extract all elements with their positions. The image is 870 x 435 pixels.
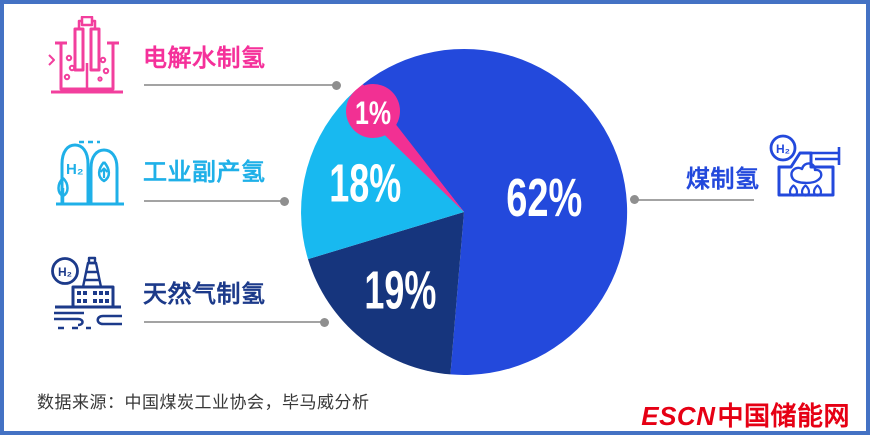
callout-bubble	[346, 84, 400, 138]
pie-slice-label-2: 18%	[329, 154, 401, 214]
pie-slice-label-0: 62%	[506, 168, 582, 228]
escn-logo-en: ESCN	[641, 401, 716, 431]
h2-glyph: H₂	[66, 161, 84, 178]
gas-platform-icon: H₂	[51, 256, 122, 330]
electrolysis-icon	[48, 16, 123, 94]
escn-logo: ESCN中国储能网	[641, 396, 850, 431]
legend-label-electrolysis: 电解水制氢	[143, 45, 266, 72]
connector-dot-electrolysis	[332, 81, 341, 90]
legend-label-byproduct: 工业副产氢	[143, 159, 266, 186]
h2-glyph: H₂	[58, 265, 72, 279]
connector-line-coal	[634, 199, 754, 201]
escn-logo-cn: 中国储能网	[717, 401, 850, 431]
connector-line-byproduct	[144, 200, 285, 202]
connector-dot-natgas	[320, 318, 329, 327]
pie-chart: 1% 62% 19% 18%	[301, 48, 628, 375]
pie-slice-2	[301, 90, 464, 260]
coal-furnace-icon: H₂	[769, 134, 841, 197]
pie-slice-label-1: 19%	[364, 261, 436, 321]
callout-label: 1%	[355, 95, 391, 131]
pie-slice-0	[362, 48, 628, 375]
hydrogen-cylinders-icon: H₂	[56, 140, 124, 206]
connector-line-electrolysis	[144, 84, 337, 86]
data-source-note: 数据来源：中国煤炭工业协会，毕马威分析	[37, 393, 370, 412]
pie-slice-1	[308, 212, 464, 375]
building-windows	[77, 291, 109, 303]
connector-dot-coal	[630, 195, 639, 204]
h2-glyph: H₂	[776, 142, 790, 156]
connector-line-natgas	[144, 321, 325, 323]
connector-dot-byproduct	[280, 197, 289, 206]
legend-label-natgas: 天然气制氢	[143, 281, 266, 308]
legend-label-coal: 煤制氢	[686, 166, 760, 193]
